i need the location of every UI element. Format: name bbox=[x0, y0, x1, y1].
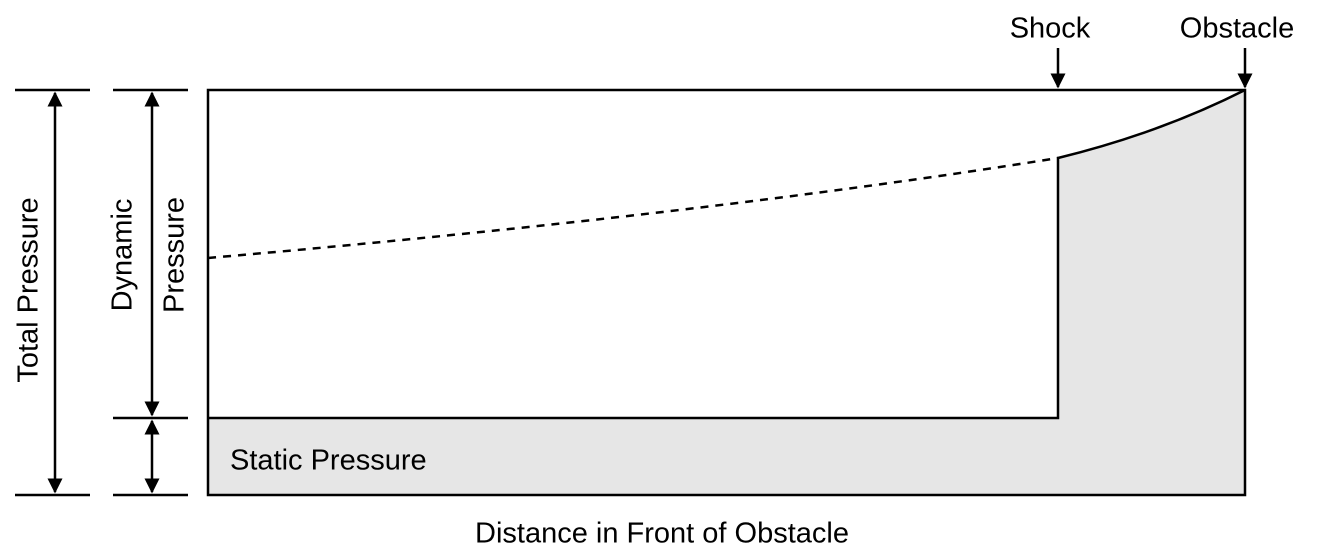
frame bbox=[206, 88, 1247, 497]
pressure-line bbox=[208, 88, 1246, 420]
total-pressure-label: Total Pressure bbox=[13, 197, 45, 382]
dynamic-label: Pressure bbox=[159, 197, 191, 313]
dashed-curve bbox=[207, 156, 1059, 260]
x-axis-label: Distance in Front of Obstacle bbox=[475, 518, 849, 550]
dynamic-label: Dynamic bbox=[107, 199, 139, 312]
static-pressure-label: Static Pressure bbox=[230, 445, 427, 477]
static-region bbox=[208, 90, 1245, 495]
shock-label: Shock bbox=[1010, 13, 1091, 45]
obstacle-label: Obstacle bbox=[1180, 13, 1294, 45]
